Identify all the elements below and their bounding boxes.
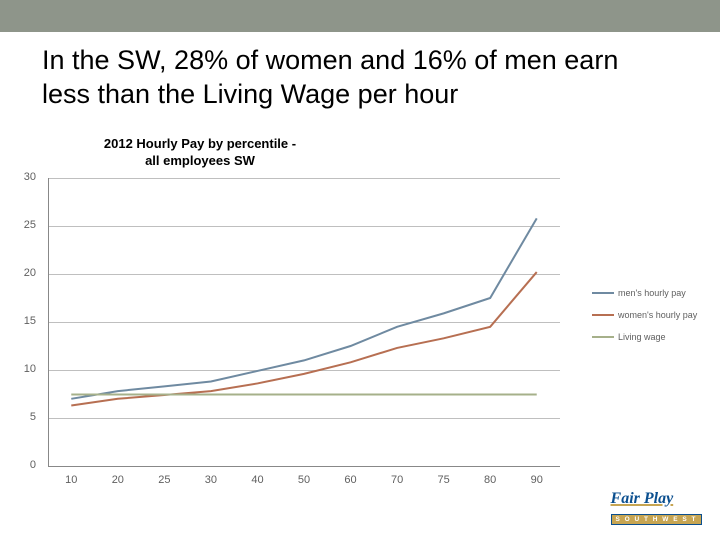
- x-tick-label: 70: [382, 474, 412, 486]
- series-line: [71, 218, 536, 398]
- y-tick-label: 5: [12, 411, 36, 423]
- legend-swatch: [592, 336, 614, 338]
- x-tick-label: 90: [522, 474, 552, 486]
- y-tick-label: 25: [12, 219, 36, 231]
- legend-label: Living wage: [618, 332, 666, 342]
- y-tick-label: 30: [12, 171, 36, 183]
- legend-label: men's hourly pay: [618, 288, 686, 298]
- top-accent-bar: [0, 0, 720, 32]
- x-tick-label: 80: [475, 474, 505, 486]
- x-tick-label: 40: [242, 474, 272, 486]
- x-axis-line: [48, 466, 560, 467]
- chart-title-line2: all employees SW: [145, 153, 255, 168]
- logo-subtitle: S O U T H W E S T: [611, 508, 702, 526]
- y-tick-label: 15: [12, 315, 36, 327]
- legend-item: men's hourly pay: [592, 288, 697, 298]
- plot-area: [48, 178, 560, 466]
- x-tick-label: 10: [56, 474, 86, 486]
- legend-label: women's hourly pay: [618, 310, 697, 320]
- x-tick-label: 30: [196, 474, 226, 486]
- chart-legend: men's hourly pay women's hourly pay Livi…: [592, 288, 697, 354]
- line-chart: 051015202530 1020253040506070758090: [20, 178, 580, 488]
- y-tick-label: 20: [12, 267, 36, 279]
- y-tick-label: 10: [12, 363, 36, 375]
- slide-root: In the SW, 28% of women and 16% of men e…: [0, 0, 720, 540]
- series-line: [71, 272, 536, 405]
- legend-swatch: [592, 292, 614, 294]
- x-tick-label: 25: [149, 474, 179, 486]
- chart-title: 2012 Hourly Pay by percentile - all empl…: [70, 136, 330, 170]
- y-tick-label: 0: [12, 459, 36, 471]
- chart-title-line1: 2012 Hourly Pay by percentile -: [104, 136, 296, 151]
- legend-item: women's hourly pay: [592, 310, 697, 320]
- logo-text: Fair Play: [611, 491, 702, 506]
- x-tick-label: 75: [429, 474, 459, 486]
- x-tick-label: 20: [103, 474, 133, 486]
- x-tick-label: 50: [289, 474, 319, 486]
- legend-item: Living wage: [592, 332, 697, 342]
- legend-swatch: [592, 314, 614, 316]
- x-tick-label: 60: [336, 474, 366, 486]
- slide-title: In the SW, 28% of women and 16% of men e…: [42, 44, 662, 112]
- fair-play-logo: Fair Play S O U T H W E S T: [611, 491, 702, 526]
